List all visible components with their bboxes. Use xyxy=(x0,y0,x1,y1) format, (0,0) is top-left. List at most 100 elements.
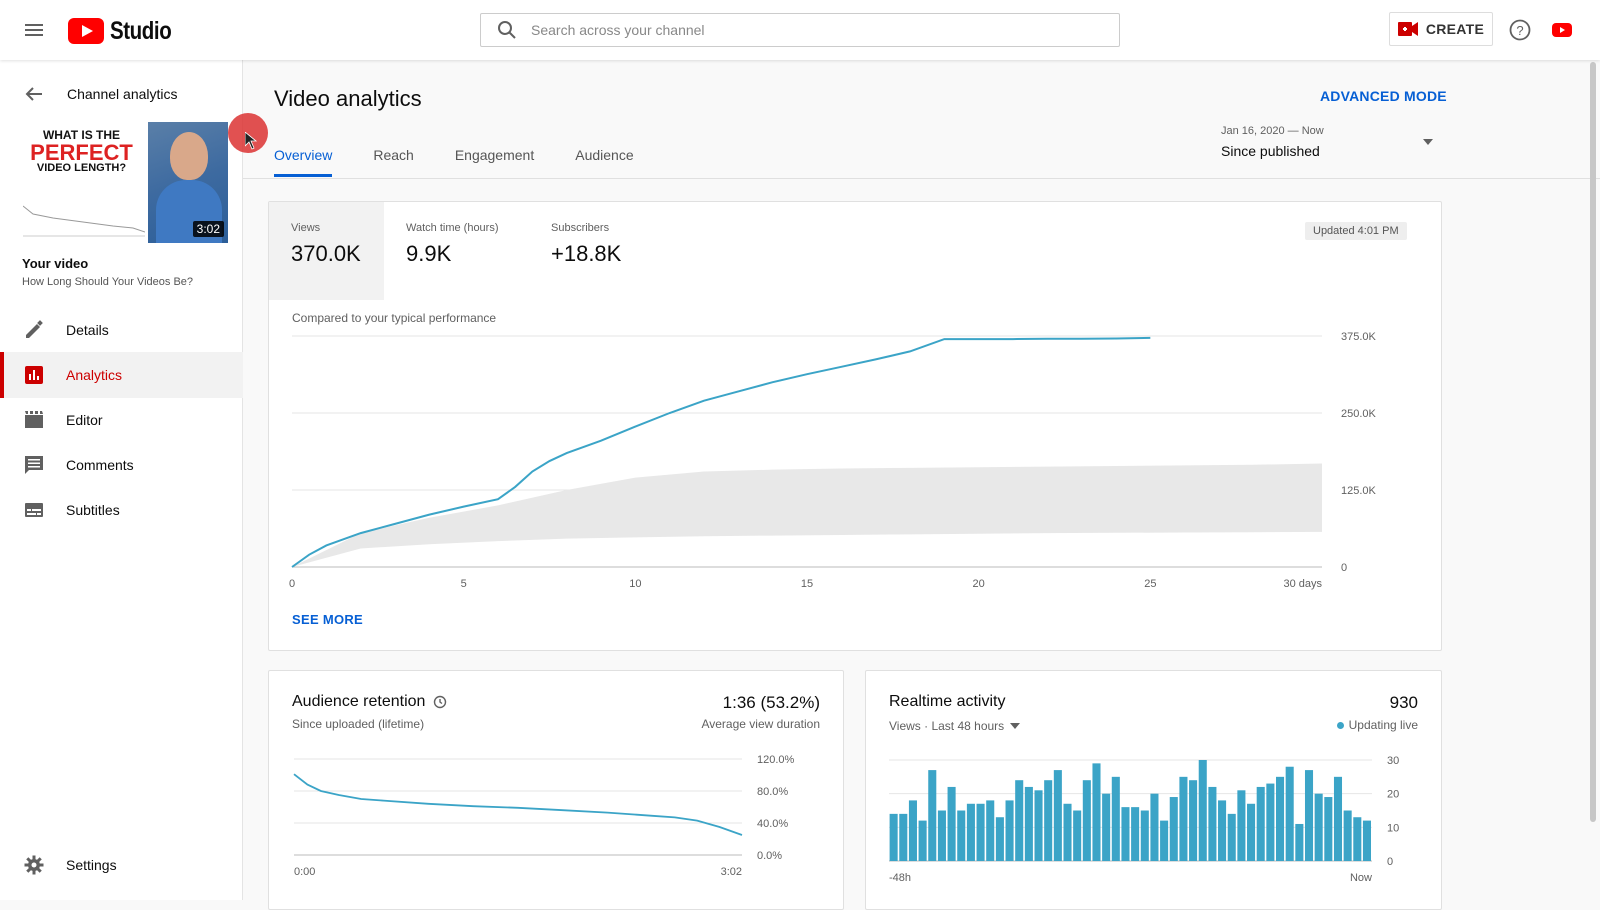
y-tick-label: 250.0K xyxy=(1341,408,1377,420)
advanced-mode-button[interactable]: ADVANCED MODE xyxy=(1320,88,1447,104)
retention-value: 1:36 (53.2%) xyxy=(722,693,820,712)
live-status-label: Updating live xyxy=(1348,718,1418,732)
search-input[interactable] xyxy=(531,22,1091,38)
sidebar-item-details[interactable]: Details xyxy=(0,307,243,353)
realtime-bar xyxy=(1247,803,1256,861)
date-range-text: Jan 16, 2020 — Now xyxy=(1221,125,1324,137)
clock-icon[interactable] xyxy=(433,695,447,709)
realtime-bar xyxy=(1160,820,1169,861)
views-line xyxy=(291,336,1151,568)
realtime-bar xyxy=(1131,807,1140,861)
realtime-bar xyxy=(1082,780,1091,861)
x-tick-label: 25 xyxy=(1144,578,1156,590)
sidebar-item-editor[interactable]: Editor xyxy=(0,397,243,443)
x-tick-label: 0:00 xyxy=(294,866,315,878)
thumbnail-line-1: WHAT IS THE xyxy=(42,128,121,142)
caret-down-icon xyxy=(1423,139,1433,145)
x-tick-label: -48h xyxy=(889,872,911,884)
x-tick-label: 10 xyxy=(629,578,641,590)
caret-down-icon xyxy=(1010,723,1021,729)
x-tick-label: 20 xyxy=(973,578,985,590)
retention-title: Audience retention xyxy=(292,693,426,710)
date-range-dropdown[interactable]: Jan 16, 2020 — Now Since published xyxy=(1221,125,1441,169)
create-label: CREATE xyxy=(1425,21,1485,37)
realtime-bar xyxy=(908,800,917,861)
arrow-back-icon xyxy=(25,87,42,101)
tab-reach[interactable]: Reach xyxy=(373,147,414,163)
scrollbar[interactable] xyxy=(1590,62,1596,822)
sidebar-item-label: Settings xyxy=(66,857,117,873)
studio-logo[interactable]: Studio xyxy=(68,16,185,46)
tab-engagement[interactable]: Engagement xyxy=(454,147,535,163)
retention-chart: 0.0% 40.0% 80.0% 120.0% 0:00 3:02 xyxy=(293,754,795,878)
y-tick-label: 30 xyxy=(1387,755,1399,767)
y-tick-label: 80.0% xyxy=(757,786,788,798)
back-to-channel-analytics[interactable]: Channel analytics xyxy=(0,78,243,110)
x-tick-label: 5 xyxy=(461,578,467,590)
sidebar-item-settings[interactable]: Settings xyxy=(0,842,243,888)
help-icon[interactable]: ? xyxy=(1508,18,1532,42)
views-chart: 0 125.0K 250.0K 375.0K 0 5 10 15 20 25 30 days xyxy=(289,331,1377,590)
video-camera-icon xyxy=(1397,22,1418,36)
metric-label: Watch time (hours) xyxy=(406,222,499,234)
tab-overview[interactable]: Overview xyxy=(274,140,333,178)
realtime-bar xyxy=(1353,817,1362,861)
metric-label: Subscribers xyxy=(551,222,610,234)
realtime-filter-dropdown[interactable]: Views · Last 48 hours xyxy=(889,719,1021,733)
tab-audience[interactable]: Audience xyxy=(575,147,634,163)
realtime-bar xyxy=(1073,810,1082,861)
metric-views[interactable]: Views 370.0K xyxy=(269,202,384,300)
y-tick-label: 375.0K xyxy=(1341,331,1377,343)
search-bar[interactable] xyxy=(480,13,1120,47)
video-duration: 3:02 xyxy=(192,221,224,237)
metric-value: 9.9K xyxy=(406,241,452,266)
realtime-bar xyxy=(1169,797,1178,861)
date-range-value: Since published xyxy=(1221,143,1320,159)
realtime-bar xyxy=(995,817,1004,861)
x-tick-label: 0 xyxy=(289,578,295,590)
logo-text: Studio xyxy=(110,16,172,45)
realtime-bar xyxy=(1218,800,1227,861)
x-tick-label: 30 days xyxy=(1283,578,1322,590)
typical-performance-band xyxy=(292,463,1322,567)
video-title: How Long Should Your Videos Be? xyxy=(22,276,194,288)
realtime-value: 930 xyxy=(1389,693,1418,712)
sidebar-item-label: Analytics xyxy=(66,367,123,383)
see-more-button[interactable]: SEE MORE xyxy=(292,612,364,627)
sidebar-item-subtitles[interactable]: Subtitles xyxy=(0,487,243,533)
realtime-bar xyxy=(1179,776,1188,861)
y-tick-label: 120.0% xyxy=(757,754,795,766)
hamburger-menu-icon[interactable] xyxy=(22,18,46,42)
x-tick-label: Now xyxy=(1350,872,1372,884)
realtime-bar xyxy=(957,810,966,861)
create-button[interactable]: CREATE xyxy=(1389,12,1493,46)
retention-subtitle: Since uploaded (lifetime) xyxy=(292,717,425,731)
sidebar-item-comments[interactable]: Comments xyxy=(0,442,243,488)
realtime-bar xyxy=(1314,793,1323,861)
analytics-icon xyxy=(25,366,43,384)
realtime-bar xyxy=(1256,786,1265,861)
metric-watch-time[interactable]: Watch time (hours) 9.9K xyxy=(384,202,526,300)
realtime-bar xyxy=(937,810,946,861)
metric-value: +18.8K xyxy=(551,241,622,266)
sidebar-item-label: Details xyxy=(66,322,109,338)
realtime-bar xyxy=(1111,776,1120,861)
realtime-bar xyxy=(986,800,995,861)
card-title: Audience retention xyxy=(292,693,447,711)
x-tick-label: 3:02 xyxy=(721,866,742,878)
sidebar-item-analytics[interactable]: Analytics xyxy=(0,352,243,398)
youtube-icon[interactable] xyxy=(1550,18,1574,42)
click-indicator xyxy=(228,113,268,153)
realtime-bar xyxy=(1063,803,1072,861)
sidebar-item-label: Editor xyxy=(66,412,103,428)
metric-subscribers[interactable]: Subscribers +18.8K xyxy=(529,202,669,300)
youtube-logo-icon xyxy=(68,18,104,44)
realtime-bar xyxy=(1024,786,1033,861)
video-thumbnail[interactable]: WHAT IS THE PERFECT VIDEO LENGTH? 3:02 xyxy=(15,122,228,243)
thumbnail-line-2: PERFECT xyxy=(30,140,133,165)
subtitles-icon xyxy=(25,503,43,517)
realtime-bar xyxy=(1343,810,1352,861)
back-label: Channel analytics xyxy=(67,86,178,102)
comment-icon xyxy=(25,456,43,474)
updated-badge: Updated 4:01 PM xyxy=(1305,222,1407,240)
